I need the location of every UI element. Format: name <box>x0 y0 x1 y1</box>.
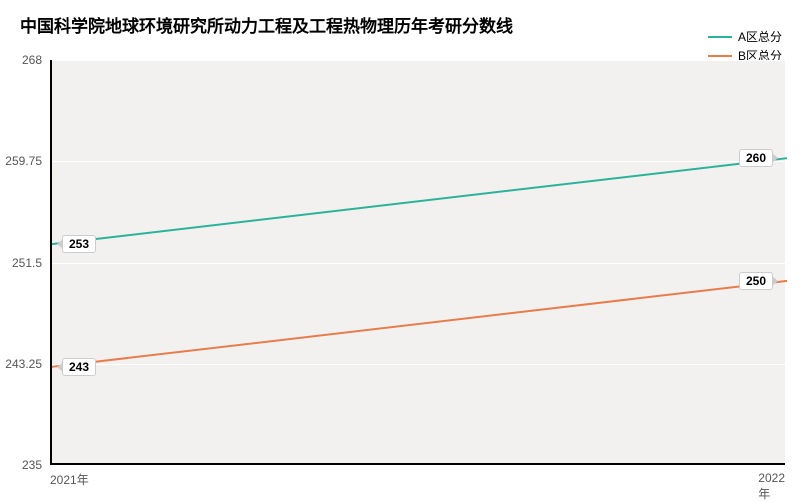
chart-container: 中国科学院地球环境研究所动力工程及工程热物理历年考研分数线 A区总分 B区总分 … <box>0 0 800 500</box>
grid-line <box>52 263 785 264</box>
y-axis-label: 268 <box>22 53 42 67</box>
y-axis-label: 235 <box>22 458 42 472</box>
legend-swatch-b <box>708 55 732 57</box>
legend-item-a: A区总分 <box>708 28 782 45</box>
data-point-label: 260 <box>739 149 773 167</box>
grid-line <box>52 465 785 466</box>
chart-title: 中国科学院地球环境研究所动力工程及工程热物理历年考研分数线 <box>20 12 513 37</box>
y-axis-label: 243.25 <box>5 357 42 371</box>
x-axis-label: 2022年 <box>758 471 785 502</box>
legend-label-a: A区总分 <box>738 28 782 45</box>
y-axis-label: 259.75 <box>5 154 42 168</box>
legend-swatch-a <box>708 36 732 38</box>
y-axis-label: 251.5 <box>12 256 42 270</box>
data-point-label: 243 <box>62 358 96 376</box>
grid-line <box>52 161 785 162</box>
series-line <box>52 158 787 244</box>
x-axis-label: 2021年 <box>50 471 89 488</box>
grid-line <box>52 364 785 365</box>
data-point-label: 253 <box>62 235 96 253</box>
data-point-label: 250 <box>739 272 773 290</box>
series-line <box>52 281 787 367</box>
plot-area <box>50 60 785 465</box>
grid-line <box>52 60 785 61</box>
